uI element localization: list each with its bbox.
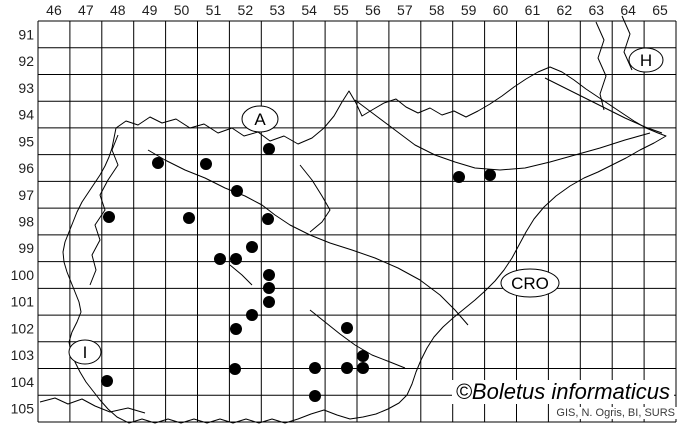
column-label: 56 xyxy=(365,2,381,18)
occurrence-dot xyxy=(341,322,353,334)
river-line xyxy=(89,134,119,286)
row-label: 104 xyxy=(11,374,35,390)
column-label: 62 xyxy=(557,2,573,18)
column-label: 50 xyxy=(174,2,190,18)
column-label: 54 xyxy=(301,2,317,18)
occurrence-dot xyxy=(309,390,321,402)
country-border xyxy=(62,66,667,424)
country-ellipse xyxy=(68,339,102,365)
country-ellipse xyxy=(241,105,279,133)
column-label: 60 xyxy=(493,2,509,18)
river-line xyxy=(229,264,253,286)
occurrence-dot xyxy=(230,323,242,335)
river-line xyxy=(595,21,607,111)
column-label: 48 xyxy=(110,2,126,18)
occurrence-dot xyxy=(341,362,353,374)
occurrence-dot xyxy=(263,282,275,294)
row-label: 100 xyxy=(11,267,35,283)
column-label: 61 xyxy=(525,2,541,18)
column-label: 58 xyxy=(429,2,445,18)
occurrence-dot xyxy=(246,309,258,321)
column-label: 46 xyxy=(46,2,62,18)
river-line xyxy=(147,149,469,326)
river-line xyxy=(544,77,663,134)
occurrence-dot xyxy=(200,158,212,170)
country-label-a: A xyxy=(254,110,266,129)
column-label: 63 xyxy=(588,2,604,18)
row-label: 94 xyxy=(18,107,34,123)
column-label: 47 xyxy=(78,2,94,18)
occurrence-dot xyxy=(229,363,241,375)
occurrence-dot xyxy=(246,241,258,253)
row-label: 91 xyxy=(18,26,34,42)
river-line xyxy=(299,164,331,233)
occurrence-dot xyxy=(214,253,226,265)
column-label: 49 xyxy=(142,2,158,18)
column-label: 57 xyxy=(397,2,413,18)
row-label: 99 xyxy=(18,240,34,256)
country-ellipse xyxy=(500,268,560,298)
row-label: 102 xyxy=(11,320,35,336)
column-label: 65 xyxy=(652,2,668,18)
column-label: 53 xyxy=(269,2,285,18)
row-label: 95 xyxy=(18,133,34,149)
river-line xyxy=(354,99,651,171)
occurrence-dot xyxy=(263,296,275,308)
river-line xyxy=(309,309,406,369)
occurrence-dot xyxy=(103,211,115,223)
row-label: 97 xyxy=(18,187,34,203)
row-label: 98 xyxy=(18,214,34,230)
row-label: 101 xyxy=(11,294,35,310)
river-line xyxy=(621,15,633,71)
occurrence-dot xyxy=(453,171,465,183)
row-label: 103 xyxy=(11,347,35,363)
occurrence-dot xyxy=(230,253,242,265)
occurrence-dot xyxy=(263,269,275,281)
occurrence-dot xyxy=(183,212,195,224)
river-line xyxy=(39,397,146,414)
column-label: 51 xyxy=(206,2,222,18)
copyright-text: ©Boletus informaticus xyxy=(451,379,674,405)
occurrence-dot xyxy=(309,362,321,374)
row-label: 105 xyxy=(11,401,35,417)
country-label-h: H xyxy=(640,51,652,70)
row-label: 92 xyxy=(18,53,34,69)
occurrence-dot xyxy=(152,157,164,169)
occurrence-dot xyxy=(357,362,369,374)
occurrence-dot xyxy=(262,213,274,225)
occurrence-dot xyxy=(357,350,369,362)
column-label: 52 xyxy=(238,2,254,18)
row-label: 96 xyxy=(18,160,34,176)
column-label: 64 xyxy=(620,2,636,18)
occurrence-dot xyxy=(101,375,113,387)
country-ellipse xyxy=(628,47,664,73)
occurrence-dot xyxy=(231,185,243,197)
occurrence-dot xyxy=(484,169,496,181)
occurrence-dot xyxy=(263,143,275,155)
credits-text: GIS, N. Ogris, BI, SURS xyxy=(554,407,677,419)
row-label: 93 xyxy=(18,80,34,96)
country-label-i: I xyxy=(83,343,88,362)
country-label-cro: CRO xyxy=(511,274,549,293)
column-label: 59 xyxy=(461,2,477,18)
column-label: 55 xyxy=(333,2,349,18)
